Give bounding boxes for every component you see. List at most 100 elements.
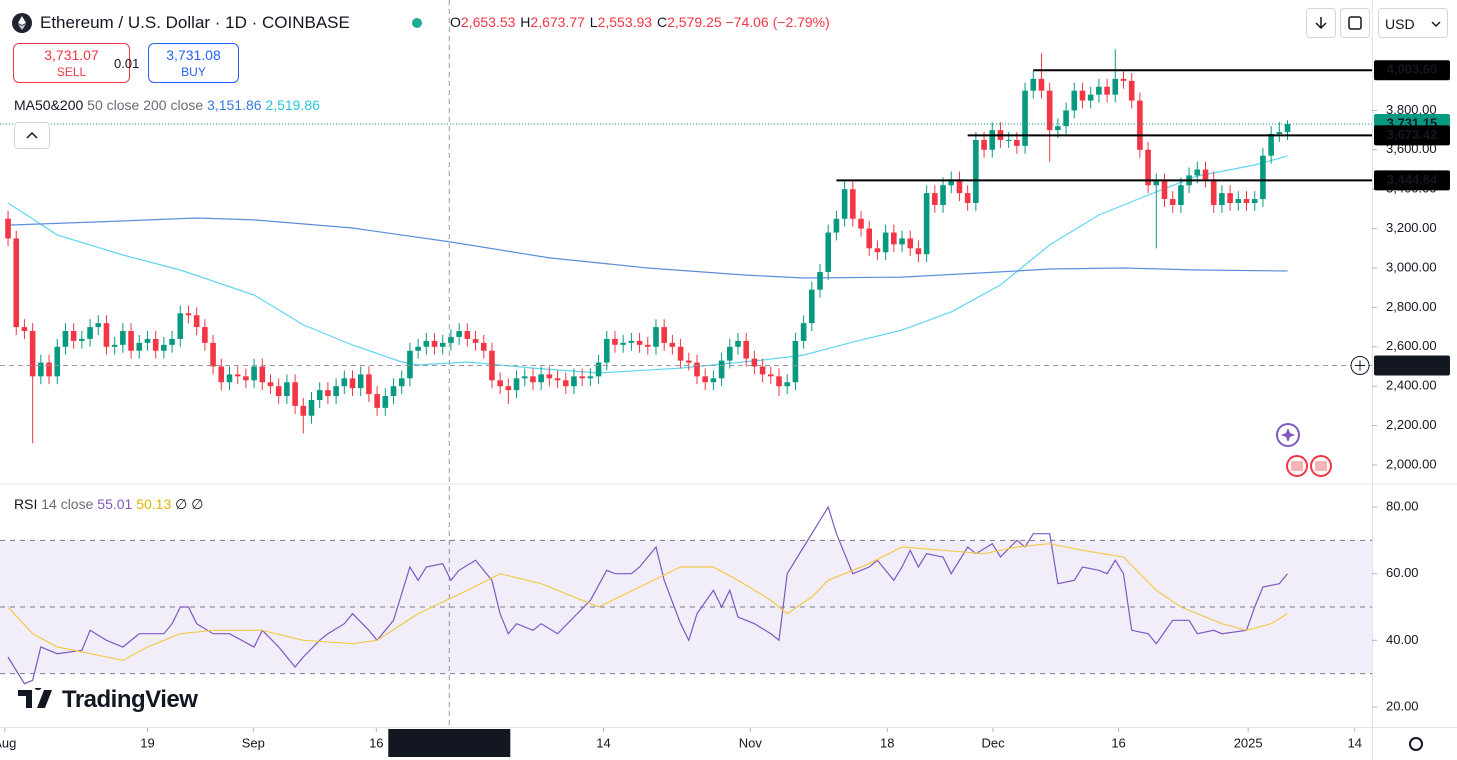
candle-body xyxy=(62,331,69,347)
y-tick-label: 2,200.00 xyxy=(1386,417,1437,432)
buy-price: 3,731.08 xyxy=(166,47,221,63)
candle-body xyxy=(456,331,462,337)
candle-body xyxy=(464,331,471,339)
ma-params: 50 close 200 close xyxy=(87,97,204,113)
crosshair-date-tag xyxy=(388,729,511,757)
candle-body xyxy=(193,315,200,328)
sell-button[interactable]: 3,731.07 SELL xyxy=(13,43,130,83)
candle-body xyxy=(850,189,856,219)
candle-body xyxy=(653,327,659,347)
level-label: 3,444.84 xyxy=(1387,172,1438,187)
y-tick-label: 3,800.00 xyxy=(1386,102,1437,117)
buy-button[interactable]: 3,731.08 BUY xyxy=(148,43,239,83)
ohlc-value: 2,553.93 xyxy=(597,14,653,30)
ma-legend: MA50&200 50 close 200 close 3,151.86 2,5… xyxy=(14,97,320,113)
candle-body xyxy=(669,342,676,347)
y-tick-label: 40.00 xyxy=(1386,632,1419,647)
candle-body xyxy=(571,376,577,387)
ai-star xyxy=(1281,428,1295,442)
candle-body xyxy=(407,350,413,379)
candle-body xyxy=(431,340,438,347)
candle-body xyxy=(448,336,454,343)
candle-body xyxy=(5,218,11,239)
candle-body xyxy=(702,376,708,383)
sell-label: SELL xyxy=(56,65,87,79)
add-icon xyxy=(1355,360,1365,371)
candle-body xyxy=(1276,132,1283,135)
candle-body xyxy=(562,380,569,387)
rsi-value: ∅ xyxy=(191,496,204,512)
currency-select[interactable]: USD xyxy=(1378,8,1448,38)
candle-body xyxy=(177,313,184,339)
level-tag xyxy=(1374,170,1450,191)
symbol-title[interactable]: Ethereum / U.S. Dollar · 1D · COINBASE xyxy=(40,13,350,32)
flag-icon xyxy=(1315,461,1327,471)
candle-body xyxy=(800,323,807,341)
candle-body xyxy=(267,382,274,387)
candle-body xyxy=(210,342,216,367)
rsi-value: ∅ xyxy=(175,496,188,512)
y-tick-label: 2,000.00 xyxy=(1386,456,1437,471)
coin-icon xyxy=(12,13,32,33)
candle-body xyxy=(899,238,905,245)
candle-body xyxy=(694,362,700,377)
y-tick-label: 2,400.00 xyxy=(1386,378,1437,393)
candle-body xyxy=(1079,90,1086,101)
candle-body xyxy=(735,340,741,347)
candle-body xyxy=(87,327,93,339)
candle-body xyxy=(136,342,143,351)
download-icon xyxy=(1315,17,1327,30)
candle-body xyxy=(858,218,864,229)
candle-body xyxy=(218,366,225,383)
candle-body xyxy=(792,340,799,383)
x-tick-label: 16 xyxy=(1111,735,1125,750)
candle-body xyxy=(907,238,914,249)
candle-body xyxy=(1104,86,1110,95)
candle-body xyxy=(13,238,20,328)
candle-body xyxy=(513,378,520,391)
collapse-button[interactable] xyxy=(14,122,50,149)
candle-body xyxy=(1014,139,1020,146)
ohlc-value: 2,653.53 xyxy=(460,14,516,30)
candle-body xyxy=(128,331,134,351)
ma-name: MA50&200 xyxy=(14,97,84,113)
candle-body xyxy=(710,378,717,383)
candle-body xyxy=(29,331,36,377)
candle-body xyxy=(874,248,881,253)
candle-body xyxy=(398,378,405,387)
candle-body xyxy=(489,350,495,381)
candle-body xyxy=(300,405,307,416)
candle-body xyxy=(1137,100,1143,150)
candle-body xyxy=(932,193,938,205)
candle-body xyxy=(973,139,979,203)
market-status xyxy=(412,18,422,28)
price-change: −74.06 (−2.79%) xyxy=(725,14,830,30)
replay-icon xyxy=(1348,16,1362,30)
currency: USD xyxy=(1385,16,1415,32)
candle-body xyxy=(202,327,208,343)
candle-body xyxy=(259,366,266,383)
candle-body xyxy=(1161,181,1168,200)
replay-button[interactable] xyxy=(1340,8,1370,38)
candle-body xyxy=(940,185,946,205)
candle-body xyxy=(1120,78,1127,81)
candle-body xyxy=(948,179,955,186)
candle-body xyxy=(144,338,151,343)
download-button[interactable] xyxy=(1306,8,1336,38)
candle-body xyxy=(841,189,848,219)
candle-body xyxy=(521,376,528,379)
candle-body xyxy=(1169,199,1176,205)
candle-body xyxy=(70,331,77,341)
level-tag xyxy=(1374,60,1450,81)
candle-body xyxy=(374,394,380,408)
ohlc-key: H xyxy=(520,14,531,30)
candle-body xyxy=(743,340,750,359)
candle-body xyxy=(891,232,897,245)
x-tick-label: 16 xyxy=(369,735,383,750)
candle-body xyxy=(989,130,996,150)
candle-body xyxy=(103,323,110,347)
candle-body xyxy=(152,338,159,351)
ohlc-key: C xyxy=(656,14,668,30)
candle-body xyxy=(366,374,372,395)
candle-body xyxy=(480,342,487,351)
